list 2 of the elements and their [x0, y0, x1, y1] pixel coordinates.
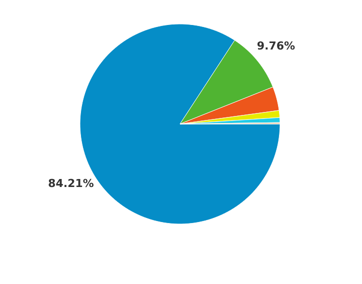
data-label: 9.76%	[257, 41, 295, 50]
data-label: 84.21%	[48, 178, 94, 188]
